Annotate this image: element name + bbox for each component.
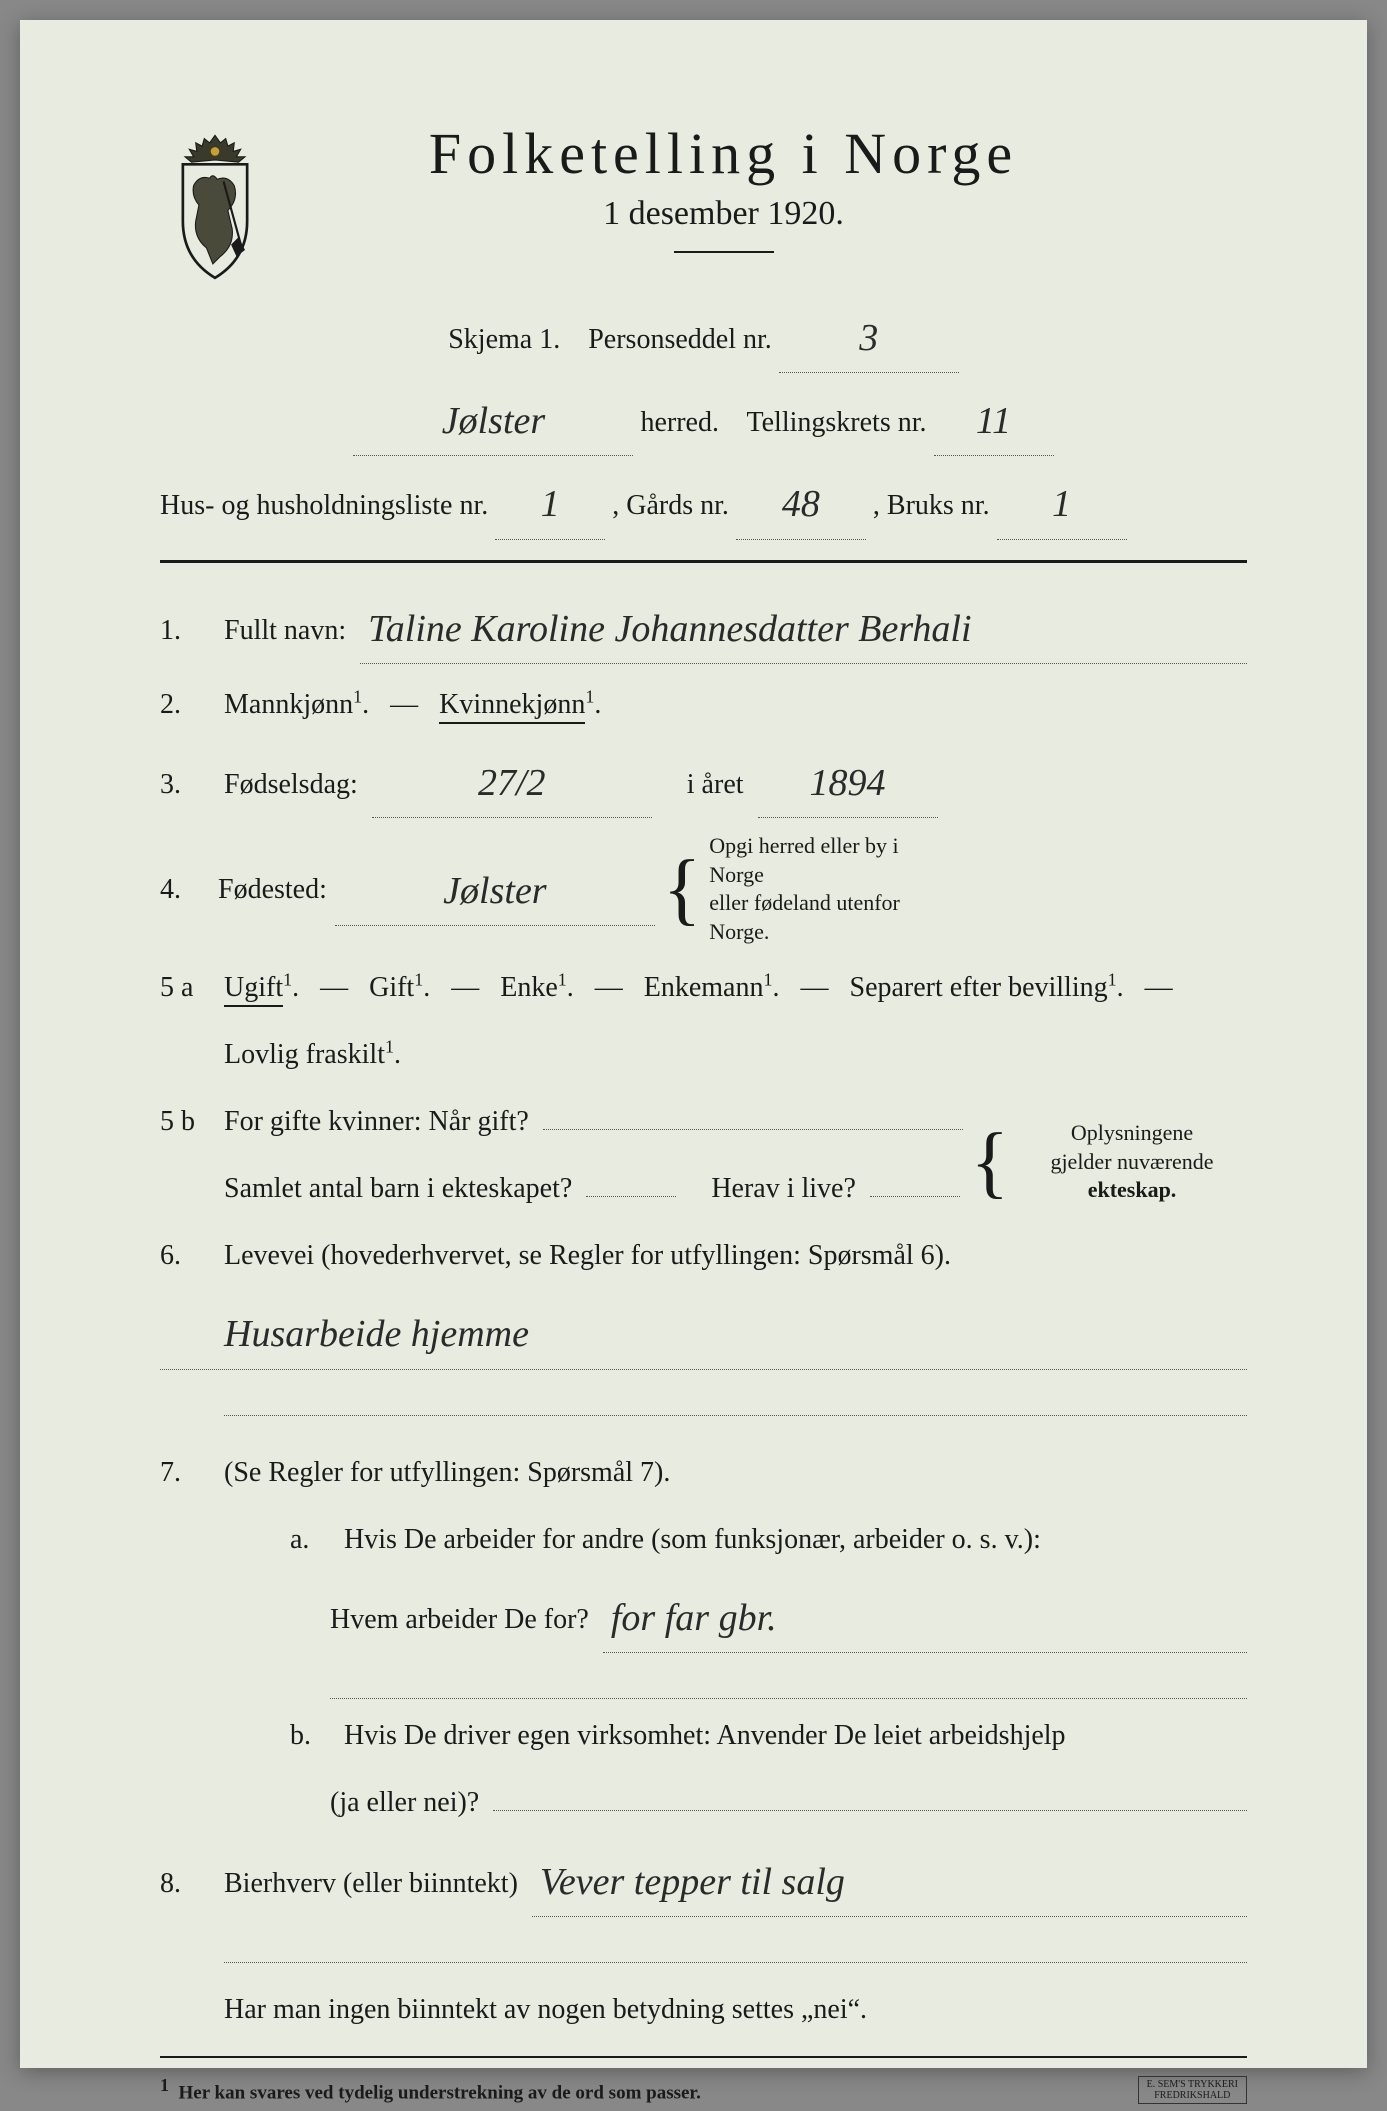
q1-value: Taline Karoline Johannesdatter Berhali	[368, 608, 971, 650]
bruk-label: , Bruks nr.	[873, 490, 990, 521]
q1-num: 1.	[160, 604, 210, 657]
q8-row: 8. Bierhverv (eller biinntekt) Vever tep…	[160, 1844, 1247, 1917]
q5a-separert: Separert efter bevilling1.	[850, 961, 1124, 1014]
meta-line-1: Skjema 1. Personseddel nr. 3	[160, 300, 1247, 373]
personseddel-label: Personseddel nr.	[588, 324, 772, 355]
brace-icon-2: {	[971, 1138, 1009, 1186]
q7-num: 7.	[160, 1446, 210, 1499]
q8-label: Bierhverv (eller biinntekt)	[224, 1857, 518, 1910]
q5b-note: Oplysningene gjelder nuværende ekteskap.	[1017, 1119, 1247, 1205]
q3-year-label: i året	[687, 758, 744, 811]
q2-mann: Mannkjønn1.	[224, 678, 369, 731]
herred-label: herred.	[640, 407, 719, 438]
personseddel-nr: 3	[859, 317, 878, 359]
q1-row: 1. Fullt navn: Taline Karoline Johannesd…	[160, 591, 1247, 664]
footnote-num: 1	[160, 2075, 169, 2095]
footnote-text: Her kan svares ved tydelig understreknin…	[179, 2082, 701, 2103]
main-title: Folketelling i Norge	[310, 120, 1137, 187]
q7-row: 7. (Se Regler for utfyllingen: Spørsmål …	[160, 1446, 1247, 1499]
gard-nr: 48	[782, 483, 820, 525]
q3-year: 1894	[810, 762, 886, 804]
skjema-label: Skjema 1.	[448, 324, 560, 355]
q5b-row: 5 b For gifte kvinner: Når gift? Samlet …	[160, 1095, 1247, 1229]
coat-of-arms-icon	[160, 130, 270, 280]
q5a-fraskilt: Lovlig fraskilt1.	[224, 1028, 401, 1081]
q7-label: (Se Regler for utfyllingen: Spørsmål 7).	[224, 1446, 670, 1499]
q6-label: Levevei (hovederhvervet, se Regler for u…	[224, 1229, 951, 1282]
q5b-line1: For gifte kvinner: Når gift?	[224, 1095, 529, 1148]
q2-kvinne: Kvinnekjønn1.	[439, 678, 601, 731]
gard-label: , Gårds nr.	[612, 490, 729, 521]
q8-value: Vever tepper til salg	[540, 1861, 845, 1903]
q7a-value: for far gbr.	[611, 1597, 777, 1639]
meta-line-2: Jølster herred. Tellingskrets nr. 11	[160, 383, 1247, 456]
herred-value: Jølster	[442, 400, 545, 442]
tellingskrets-nr: 11	[976, 400, 1011, 442]
q8-num: 8.	[160, 1857, 210, 1910]
q7b-line2: (ja eller nei)?	[330, 1776, 479, 1829]
q4-value: Jølster	[443, 870, 546, 912]
census-form-page: Folketelling i Norge 1 desember 1920. Sk…	[20, 20, 1367, 2068]
q5a-row2: Lovlig fraskilt1.	[160, 1028, 1247, 1081]
q6-value: Husarbeide hjemme	[224, 1313, 529, 1355]
q4-num: 4.	[160, 863, 210, 916]
q7a-blank-line	[330, 1667, 1247, 1699]
title-rule	[674, 251, 774, 253]
printer-stamp: E. SEM'S TRYKKERIFREDRIKSHALD	[1138, 2076, 1247, 2104]
q4-row: 4. Fødested: Jølster { Opgi herred eller…	[160, 832, 1247, 946]
q5b-line2b: Herav i live?	[711, 1162, 856, 1215]
q2-row: 2. Mannkjønn1. — Kvinnekjønn1.	[160, 678, 1247, 731]
q5a-gift: Gift1.	[369, 961, 430, 1014]
q5b-num: 5 b	[160, 1095, 210, 1148]
q8-blank-line	[224, 1931, 1247, 1963]
meta-line-3: Hus- og husholdningsliste nr. 1 , Gårds …	[160, 466, 1247, 539]
q5a-enke: Enke1.	[500, 961, 574, 1014]
q7b-letter: b.	[290, 1709, 330, 1762]
husliste-label: Hus- og husholdningsliste nr.	[160, 490, 488, 521]
form-body: Skjema 1. Personseddel nr. 3 Jølster her…	[160, 300, 1247, 2111]
q5a-row: 5 a Ugift1. — Gift1. — Enke1. — Enkemann…	[160, 961, 1247, 1014]
q7a-row2: Hvem arbeider De for? for far gbr.	[160, 1580, 1247, 1653]
header: Folketelling i Norge 1 desember 1920.	[160, 120, 1247, 280]
brace-icon: {	[663, 865, 701, 913]
q7a-row1: a. Hvis De arbeider for andre (som funks…	[160, 1513, 1247, 1566]
q7b-row1: b. Hvis De driver egen virksomhet: Anven…	[160, 1709, 1247, 1762]
q3-day: 27/2	[478, 762, 546, 804]
q5a-enkemann: Enkemann1.	[644, 961, 780, 1014]
q7b-line1: Hvis De driver egen virksomhet: Anvender…	[344, 1709, 1066, 1762]
q7a-letter: a.	[290, 1513, 330, 1566]
q7a-line1: Hvis De arbeider for andre (som funksjon…	[344, 1513, 1041, 1566]
q6-value-line: Husarbeide hjemme	[160, 1296, 1247, 1369]
q6-row: 6. Levevei (hovederhvervet, se Regler fo…	[160, 1229, 1247, 1282]
footnote-row: 1 Her kan svares ved tydelig understrekn…	[160, 2056, 1247, 2111]
q4-note: Opgi herred eller by i Norge eller fødel…	[709, 832, 939, 946]
q1-label: Fullt navn:	[224, 604, 346, 657]
q5b-line2: Samlet antal barn i ekteskapet?	[224, 1162, 572, 1215]
q7a-line2: Hvem arbeider De for?	[330, 1593, 589, 1646]
bruk-nr: 1	[1052, 483, 1071, 525]
q5a-num: 5 a	[160, 961, 210, 1014]
q6-blank-line	[224, 1384, 1247, 1416]
q4-label: Fødested:	[218, 863, 327, 916]
divider	[160, 560, 1247, 563]
husliste-nr: 1	[541, 483, 560, 525]
q3-num: 3.	[160, 758, 210, 811]
q3-label: Fødselsdag:	[224, 758, 358, 811]
title-block: Folketelling i Norge 1 desember 1920.	[310, 120, 1247, 253]
q7b-row2: (ja eller nei)?	[160, 1776, 1247, 1829]
q6-num: 6.	[160, 1229, 210, 1282]
q2-num: 2.	[160, 678, 210, 731]
tellingskrets-label: Tellingskrets nr.	[746, 407, 926, 438]
q5a-ugift: Ugift1.	[224, 961, 299, 1014]
q3-row: 3. Fødselsdag: 27/2 i året 1894	[160, 745, 1247, 818]
subtitle: 1 desember 1920.	[310, 195, 1137, 233]
footer-note: Har man ingen biinntekt av nogen betydni…	[160, 1983, 1247, 2036]
